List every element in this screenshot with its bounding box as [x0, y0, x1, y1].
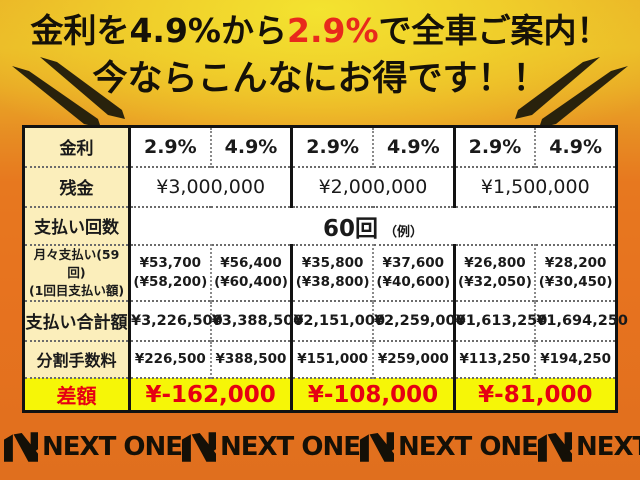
- total-cell: ¥3,388,500: [210, 299, 303, 341]
- rate-cell: 4.9%: [372, 126, 456, 167]
- total-cell: ¥2,259,000: [372, 299, 466, 341]
- nextone-n-icon: [4, 431, 38, 463]
- nextone-logo-unit: NEXT ONE: [537, 431, 640, 463]
- monthly-cell: ¥26,800 (¥32,050): [454, 243, 537, 301]
- difference-cell: ¥-162,000: [129, 376, 294, 412]
- nextone-logo-unit: NEXT ONE: [181, 431, 361, 463]
- balance-row: 残金 ¥3,000,000 ¥2,000,000 ¥1,500,000: [23, 165, 617, 207]
- payment-count-value: 60回: [322, 215, 378, 242]
- monthly-cell: ¥35,800 (¥38,800): [291, 243, 374, 301]
- total-cell: ¥1,613,250: [454, 299, 547, 341]
- headline-rate-highlight: 2.9%: [287, 11, 379, 50]
- speed-lines-right-icon: [512, 57, 628, 131]
- headline-line1: 金利を4.9%から2.9%で全車ご案内！: [0, 6, 640, 55]
- monthly-cell: ¥28,200 (¥30,450): [535, 243, 617, 301]
- monthly-payment-row: 月々支払い(59回) (1回目支払い額) ¥53,700 (¥58,200) ¥5…: [23, 243, 617, 301]
- brand-text: NEXT ONE: [42, 432, 183, 462]
- nextone-n-icon: [537, 431, 572, 463]
- installment-fee-label: 分割手数料: [23, 339, 131, 378]
- brand-text: NEXT ONE: [575, 432, 640, 462]
- fee-cell: ¥226,500: [129, 339, 212, 378]
- promo-headline: 金利を4.9%から2.9%で全車ご案内！ 今ならこんなにお得です！！: [0, 6, 640, 104]
- monthly-cell: ¥37,600 (¥40,600): [372, 243, 456, 301]
- fee-cell: ¥194,250: [535, 339, 617, 378]
- fee-cell: ¥151,000: [291, 339, 374, 378]
- pricing-table: 金利 2.9% 4.9% 2.9% 4.9% 2.9% 4.9% 残金 ¥3,0…: [22, 125, 628, 414]
- rate-cell: 4.9%: [210, 126, 294, 167]
- balance-cell: ¥1,500,000: [454, 165, 617, 207]
- total-cell: ¥2,151,000: [291, 299, 385, 341]
- difference-row: 差額 ¥-162,000 ¥-108,000 ¥-81,000: [23, 376, 617, 412]
- rate-cell: 2.9%: [454, 126, 537, 167]
- payment-count-note: （例）: [384, 224, 424, 240]
- total-payment-label: 支払い合計額: [23, 299, 131, 341]
- rate-cell: 2.9%: [291, 126, 374, 167]
- monthly-cell: ¥56,400 (¥60,400): [210, 243, 294, 301]
- installment-fee-row: 分割手数料 ¥226,500 ¥388,500 ¥151,000 ¥259,00…: [23, 339, 617, 378]
- headline-line1-post: で全車ご案内！: [378, 11, 610, 50]
- brand-text: NEXT ONE: [219, 432, 361, 462]
- fee-cell: ¥388,500: [210, 339, 294, 378]
- headline-line2: 今ならこんなにお得です！！: [92, 59, 548, 99]
- brand-band: NEXT ONE NEXT ONE NEXT ONE NEXT ONE: [0, 420, 640, 474]
- monthly-payment-label: 月々支払い(59回) (1回目支払い額): [23, 243, 131, 301]
- difference-cell: ¥-81,000: [454, 376, 617, 412]
- brand-text: NEXT ONE: [397, 432, 539, 462]
- monthly-payment-label-line2: (1回目支払い額): [28, 282, 125, 298]
- balance-row-label: 残金: [23, 165, 131, 207]
- total-cell: ¥1,694,250: [535, 299, 628, 341]
- monthly-payment-label-line1: 月々支払い(59回): [33, 246, 120, 280]
- rate-cell: 2.9%: [129, 126, 212, 167]
- rate-row-label: 金利: [23, 126, 131, 167]
- monthly-cell: ¥53,700 (¥58,200): [129, 243, 212, 301]
- payment-count-row: 支払い回数 60回 （例）: [23, 205, 617, 245]
- rate-cell: 4.9%: [549, 135, 602, 158]
- headline-line1-pre: 金利を4.9%から: [30, 11, 287, 50]
- rate-row: 金利 2.9% 4.9% 2.9% 4.9% 2.9% 4.9%: [23, 126, 617, 167]
- difference-cell: ¥-108,000: [291, 376, 456, 412]
- total-cell: ¥3,226,500: [129, 299, 223, 341]
- nextone-n-icon: [181, 431, 216, 463]
- fee-cell: ¥113,250: [454, 339, 537, 378]
- speed-lines-left-icon: [12, 57, 128, 131]
- balance-cell: ¥3,000,000: [129, 165, 294, 207]
- payment-count-label: 支払い回数: [23, 205, 131, 245]
- nextone-logo-unit: NEXT ONE: [4, 431, 183, 463]
- balance-cell: ¥2,000,000: [291, 165, 456, 207]
- nextone-n-icon: [359, 431, 394, 463]
- fee-cell: ¥259,000: [372, 339, 456, 378]
- difference-label: 差額: [23, 376, 131, 412]
- nextone-logo-unit: NEXT ONE: [359, 431, 539, 463]
- payment-count-cell: 60回 （例）: [129, 205, 617, 245]
- total-payment-row: 支払い合計額 ¥3,226,500 ¥3,388,500 ¥2,151,000 …: [23, 299, 628, 341]
